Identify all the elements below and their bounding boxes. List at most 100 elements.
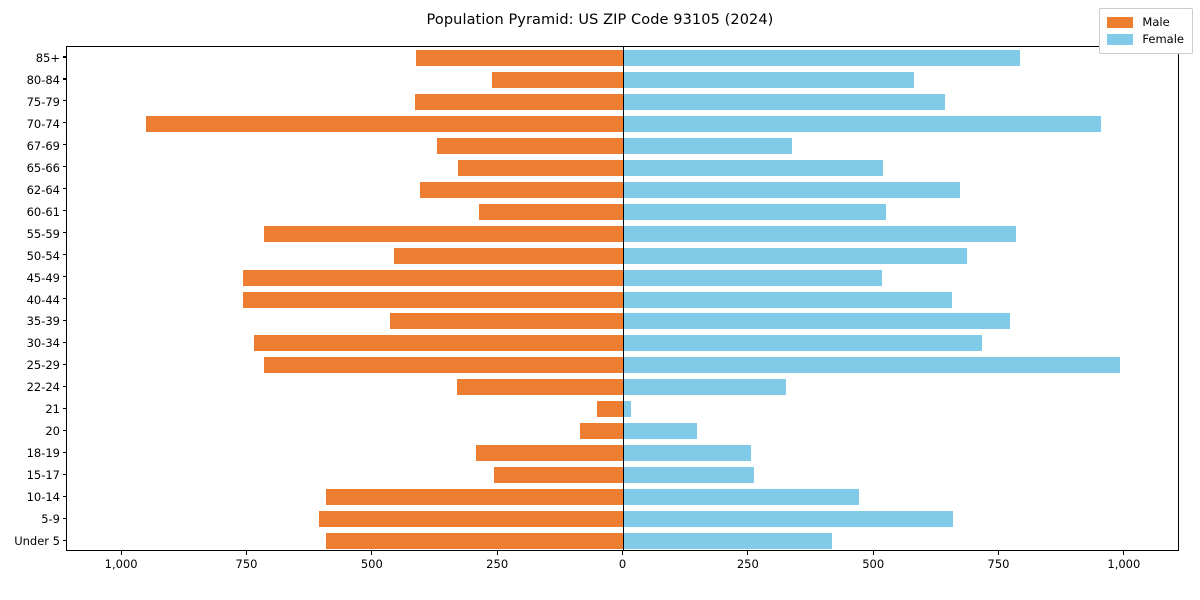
bar-female-5-9 <box>623 511 954 528</box>
y-tick-mark <box>62 254 66 256</box>
y-tick-text: 55-59 <box>26 226 60 241</box>
bar-male-20 <box>579 423 624 440</box>
legend-item-female[interactable]: Female <box>1107 31 1184 48</box>
bar-male-under-5 <box>325 533 624 550</box>
x-tick-label: 1,000 <box>104 557 138 571</box>
x-tick-mark <box>747 551 749 555</box>
y-tick-mark <box>62 363 66 365</box>
bar-male-5-9 <box>318 511 624 528</box>
bar-male-80-84 <box>492 71 624 88</box>
y-tick-text: Under 5 <box>14 534 60 549</box>
bar-male-18-19 <box>475 445 624 462</box>
y-tick-mark <box>62 473 66 475</box>
y-tick-text: 20 <box>45 424 60 439</box>
y-tick-label: 40-44 <box>27 291 60 307</box>
y-tick-label: 60-61 <box>27 203 60 219</box>
y-tick-label: 45-49 <box>27 269 60 285</box>
bar-female-80-84 <box>623 71 915 88</box>
x-tick-mark <box>496 551 498 555</box>
bar-female-67-69 <box>623 137 793 154</box>
x-tick-mark <box>245 551 248 555</box>
x-tick-label: 250 <box>486 557 509 571</box>
legend-item-male[interactable]: Male <box>1107 14 1184 31</box>
bar-male-40-44 <box>243 291 624 308</box>
y-tick-label: 20 <box>45 422 60 438</box>
y-tick-text: 40-44 <box>26 292 60 307</box>
y-tick-mark <box>62 495 66 497</box>
y-tick-text: 75-79 <box>26 94 60 109</box>
y-axis: 85+ 80-84 75-79 70-74 67-69 65-66 62-64 60-61 55… <box>0 46 66 551</box>
bar-female-30-34 <box>623 335 982 352</box>
y-tick-label: Under 5 <box>14 532 60 548</box>
x-tick-mark <box>371 551 373 555</box>
y-tick-label: 21 <box>45 400 60 416</box>
y-tick-text: 65-66 <box>26 160 60 175</box>
bar-female-35-39 <box>623 313 1010 330</box>
y-tick-mark <box>62 188 66 190</box>
legend-swatch-male-icon <box>1107 17 1134 28</box>
y-tick-label: 65-66 <box>27 159 60 175</box>
y-tick-text: 50-54 <box>26 248 60 263</box>
zero-axis-line <box>622 47 625 550</box>
y-tick-label: 50-54 <box>27 247 60 263</box>
bars-container <box>67 47 1178 550</box>
y-tick-text: 25-29 <box>26 358 60 373</box>
x-tick-label: 1,000 <box>1107 557 1141 571</box>
y-tick-text: 10-14 <box>26 490 60 505</box>
x-tick-mark <box>872 551 874 555</box>
y-tick-mark <box>62 210 66 212</box>
y-tick-mark <box>62 429 66 431</box>
bar-male-85- <box>415 49 624 66</box>
bar-female-75-79 <box>623 93 946 110</box>
y-tick-mark <box>62 539 66 541</box>
y-tick-mark <box>62 276 66 278</box>
y-tick-mark <box>62 56 66 58</box>
y-tick-mark <box>62 517 66 519</box>
y-tick-label: 55-59 <box>27 225 60 241</box>
bar-female-10-14 <box>623 489 860 506</box>
y-tick-text: 85+ <box>35 50 60 65</box>
bar-female-50-54 <box>623 247 967 264</box>
x-axis: 1,000 750 500 250 0 250 500 750 1,000 <box>66 551 1179 581</box>
bar-male-70-74 <box>145 115 624 132</box>
page-title: Population Pyramid: US ZIP Code 93105 (2… <box>426 12 774 28</box>
bar-male-55-59 <box>264 225 624 242</box>
y-tick-text: 22-24 <box>26 380 60 395</box>
bar-female-20 <box>623 423 698 440</box>
y-tick-mark <box>62 385 66 387</box>
y-tick-label: 10-14 <box>27 488 60 504</box>
y-tick-label: 15-17 <box>27 466 60 482</box>
bar-male-67-69 <box>436 137 624 154</box>
y-tick-label: 18-19 <box>27 444 60 460</box>
bar-female-55-59 <box>623 225 1017 242</box>
y-tick-text: 30-34 <box>26 336 60 351</box>
y-tick-text: 60-61 <box>26 204 60 219</box>
bar-female-22-24 <box>623 379 787 396</box>
bar-male-35-39 <box>390 313 624 330</box>
y-tick-label: 67-69 <box>27 137 60 153</box>
bar-female-85- <box>623 49 1020 66</box>
y-tick-label: 80-84 <box>27 71 60 87</box>
y-tick-text: 80-84 <box>26 72 60 87</box>
bar-male-25-29 <box>264 357 624 374</box>
x-tick-label: 500 <box>360 557 383 571</box>
y-tick-text: 45-49 <box>26 270 60 285</box>
y-tick-text: 18-19 <box>26 446 60 461</box>
y-tick-mark <box>62 144 66 146</box>
legend-label-female: Female <box>1142 31 1184 46</box>
bar-female-40-44 <box>623 291 952 308</box>
y-tick-mark <box>62 122 66 124</box>
bar-female-21 <box>623 401 632 418</box>
y-tick-text: 70-74 <box>26 116 60 131</box>
bar-male-45-49 <box>243 269 624 286</box>
y-tick-label: 25-29 <box>27 356 60 372</box>
bar-female-62-64 <box>623 181 961 198</box>
y-tick-label: 85+ <box>36 49 60 65</box>
y-tick-text: 67-69 <box>26 138 60 153</box>
y-tick-mark <box>62 298 66 300</box>
bar-male-60-61 <box>479 203 624 220</box>
bar-male-15-17 <box>494 467 624 484</box>
y-tick-mark <box>62 78 66 80</box>
y-tick-mark <box>62 407 66 409</box>
